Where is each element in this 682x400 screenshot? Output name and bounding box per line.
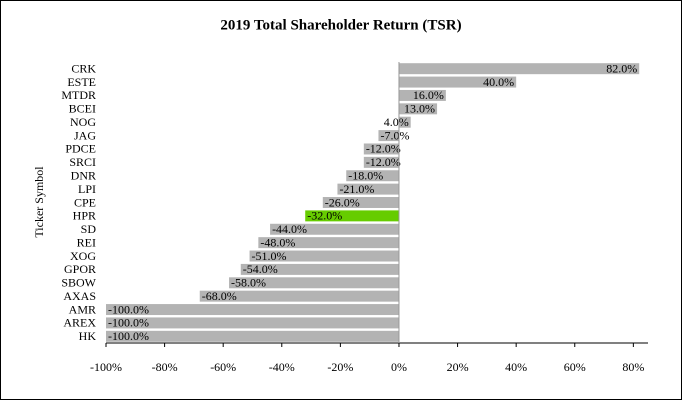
y-tick-label: JAG — [74, 128, 96, 142]
y-tick-label: SD — [81, 222, 97, 236]
y-tick-label: NOG — [70, 115, 96, 129]
value-label: -21.0% — [339, 182, 374, 196]
y-tick-label: AREX — [63, 316, 96, 330]
bar — [106, 304, 399, 316]
y-tick-label: AMR — [69, 302, 96, 316]
y-tick-label: GPOR — [64, 262, 96, 276]
y-tick-label: BCEI — [69, 102, 96, 116]
x-tick-label: 20% — [447, 360, 469, 374]
y-tick-label: PDCE — [65, 142, 96, 156]
value-label: 13.0% — [404, 102, 435, 116]
bar — [363, 156, 399, 168]
bar — [378, 130, 399, 142]
y-tick-label: SBOW — [61, 276, 96, 290]
y-tick-label: CRK — [71, 61, 96, 75]
x-tick-label: -100% — [90, 360, 122, 374]
y-tick-label: CPE — [74, 195, 96, 209]
value-label: -100.0% — [108, 329, 149, 343]
bar — [258, 237, 399, 249]
y-tick-label: REI — [77, 235, 96, 249]
bar — [398, 116, 411, 128]
chart-title: 2019 Total Shareholder Return (TSR) — [220, 17, 461, 33]
x-tick-label: -20% — [327, 360, 353, 374]
bar — [199, 290, 399, 302]
value-label: -51.0% — [252, 249, 287, 263]
bar — [249, 250, 399, 262]
y-tick-label: ESTE — [67, 75, 96, 89]
x-tick-label: -80% — [152, 360, 178, 374]
value-label: -7.0% — [380, 128, 409, 142]
x-tick-label: -60% — [210, 360, 236, 374]
value-label: -68.0% — [202, 289, 237, 303]
x-tick-label: 40% — [505, 360, 527, 374]
bar — [229, 277, 399, 289]
value-label: -12.0% — [366, 142, 401, 156]
value-label: -54.0% — [243, 262, 278, 276]
value-label: -48.0% — [260, 235, 295, 249]
y-axis-label: Ticker Symbol — [32, 166, 46, 238]
x-tick-label: 80% — [622, 360, 644, 374]
value-label: -100.0% — [108, 302, 149, 316]
bar — [305, 210, 399, 222]
value-label: -32.0% — [307, 209, 342, 223]
y-tick-label: HK — [79, 329, 97, 343]
value-label: 4.0% — [384, 115, 409, 129]
bar — [398, 76, 517, 88]
value-label: 82.0% — [606, 61, 637, 75]
bar — [398, 103, 438, 115]
bar — [322, 197, 399, 208]
bar — [106, 330, 399, 342]
y-tick-label: LPI — [78, 182, 96, 196]
y-tick-label: XOG — [70, 249, 96, 263]
y-tick-label: DNR — [71, 168, 96, 182]
x-tick-label: 60% — [564, 360, 586, 374]
x-tick-label: -40% — [269, 360, 295, 374]
x-tick-label: 0% — [391, 360, 407, 374]
bar — [240, 263, 399, 275]
value-label: 40.0% — [483, 75, 514, 89]
bar — [106, 317, 399, 329]
value-label: -12.0% — [366, 155, 401, 169]
bar — [398, 63, 640, 75]
y-tick-label: SRCI — [69, 155, 96, 169]
bar — [398, 89, 446, 101]
value-label: -100.0% — [108, 316, 149, 330]
value-label: 16.0% — [413, 88, 444, 102]
value-label: -44.0% — [272, 222, 307, 236]
y-tick-label: AXAS — [63, 289, 96, 303]
value-label: -58.0% — [231, 276, 266, 290]
bar — [270, 223, 399, 235]
bar — [363, 143, 399, 155]
bar — [337, 183, 399, 195]
y-tick-label: MTDR — [61, 88, 96, 102]
value-label: -18.0% — [348, 168, 383, 182]
y-tick-label: HPR — [73, 209, 96, 223]
value-label: -26.0% — [325, 195, 360, 209]
bar — [346, 170, 399, 182]
